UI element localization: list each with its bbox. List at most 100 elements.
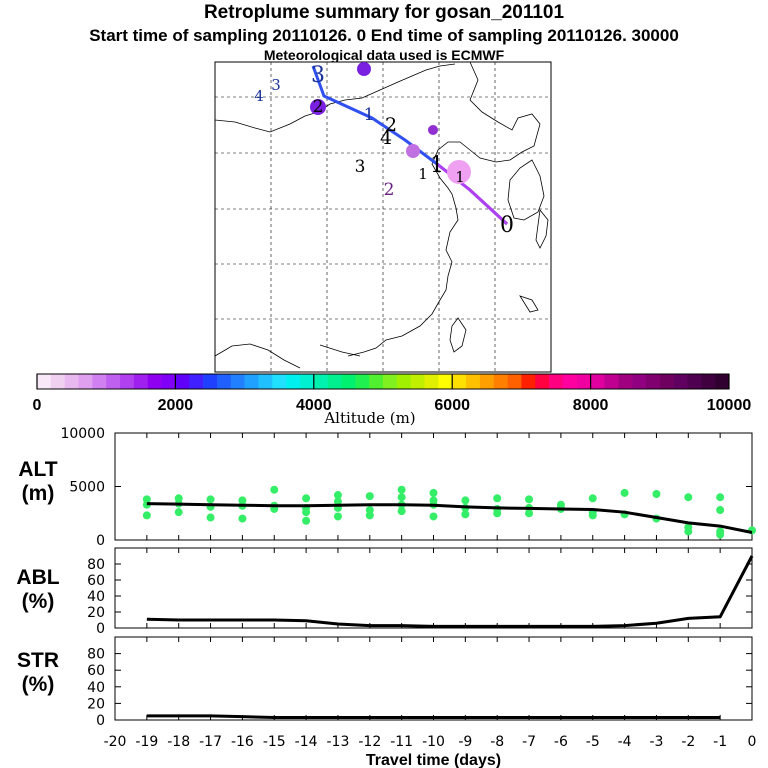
- colorbar-cell: [106, 374, 121, 389]
- colorbar-cell: [133, 374, 149, 389]
- x-tick-label: -14: [295, 734, 318, 750]
- colorbar-cell: [92, 374, 107, 389]
- altitude-point: [270, 485, 279, 494]
- colorbar-cell: [175, 374, 190, 389]
- x-tick-label: -6: [554, 734, 568, 750]
- colorbar-cell: [479, 374, 495, 389]
- chart-title: Retroplume summary for gosan_201101: [203, 2, 565, 23]
- y-tick-label: 5000: [69, 480, 105, 496]
- altitude-point: [525, 495, 534, 504]
- y-tick-label: 10000: [60, 426, 105, 442]
- x-tick-label: -15: [263, 734, 286, 750]
- colorbar-tick-label: 8000: [573, 397, 609, 414]
- altitude-point: [652, 489, 661, 498]
- panel-frame: [114, 636, 753, 721]
- colorbar-cell: [549, 374, 564, 389]
- colorbar-cell: [64, 374, 79, 389]
- colorbar-cell: [410, 374, 425, 389]
- colorbar-cell: [147, 374, 162, 389]
- altitude-point: [238, 514, 247, 523]
- x-tick-label: 0: [748, 734, 757, 750]
- colorbar-cell: [78, 374, 93, 389]
- altitude-point: [302, 516, 311, 525]
- colorbar-tick-label: 10000: [707, 397, 752, 414]
- x-tick-label: -11: [390, 734, 413, 750]
- x-tick-label: -8: [490, 734, 504, 750]
- altitude-point: [461, 510, 470, 519]
- colorbar-cell: [604, 374, 619, 389]
- map-day-label: 3: [271, 76, 281, 94]
- colorbar-cell: [286, 374, 301, 389]
- map-day-label: 2: [384, 180, 395, 200]
- x-tick-label: -20: [104, 734, 127, 750]
- altitude-point: [684, 527, 693, 536]
- altitude-point: [397, 485, 406, 494]
- x-tick-label: -9: [458, 734, 472, 750]
- map-day-label: 1: [430, 153, 444, 178]
- altitude-point: [302, 494, 311, 503]
- colorbar-cell: [244, 374, 259, 389]
- altitude-point: [461, 496, 470, 505]
- mean-altitude-line: [146, 502, 753, 534]
- map-day-label: 3: [311, 63, 325, 88]
- altitude-point: [397, 493, 406, 502]
- altitude-point: [429, 512, 438, 521]
- meteorological-data-subtitle: Meteorological data used is ECMWF: [263, 47, 505, 63]
- str-panel-label: STR: [17, 649, 59, 672]
- x-tick-label: -5: [586, 734, 600, 750]
- panel-frame: [114, 432, 753, 541]
- abl-panel-label: ABL: [16, 566, 59, 589]
- altitude-point: [588, 511, 597, 520]
- colorbar-cell: [50, 374, 65, 389]
- altitude-point: [397, 507, 406, 516]
- y-tick-label: 80: [87, 647, 105, 663]
- x-tick-label: -1: [713, 734, 727, 750]
- colorbar-cell: [272, 374, 287, 389]
- x-tick-label: -10: [422, 734, 445, 750]
- altitude-point: [174, 508, 183, 517]
- colorbar-cell: [396, 374, 411, 389]
- y-tick-label: 80: [87, 557, 105, 573]
- map-day-label: 1: [455, 168, 465, 186]
- altitude-point: [333, 512, 342, 521]
- colorbar-tick-label: 4000: [296, 397, 332, 414]
- colorbar-cell: [715, 374, 730, 389]
- colorbar-cell: [161, 374, 176, 389]
- y-tick-label: 0: [96, 533, 105, 549]
- altitude-point: [302, 508, 311, 517]
- altitude-point: [620, 488, 629, 497]
- colorbar-cell: [659, 374, 674, 389]
- colorbar-cell: [369, 374, 384, 389]
- map-gridlines: [215, 62, 551, 372]
- colorbar-cell: [576, 374, 591, 389]
- colorbar-cell: [521, 374, 536, 389]
- x-tick-label: -12: [358, 734, 381, 750]
- y-tick-label: 40: [87, 589, 105, 605]
- colorbar-cell: [383, 374, 398, 389]
- altitude-point: [333, 491, 342, 500]
- altitude-point: [525, 509, 534, 518]
- altitude-point: [716, 506, 725, 515]
- x-tick-label: -16: [231, 734, 254, 750]
- x-tick-label: -18: [167, 734, 190, 750]
- map-day-label: 3: [355, 157, 366, 177]
- map-day-label: 2: [313, 97, 324, 117]
- alt-panel-label: ALT: [18, 458, 57, 481]
- y-tick-label: 60: [87, 663, 105, 679]
- y-tick-label: 60: [87, 573, 105, 589]
- colorbar-cell: [355, 374, 370, 389]
- colorbar-cell: [687, 374, 702, 389]
- colorbar-cell: [230, 374, 245, 389]
- y-tick-label: 0: [96, 621, 105, 637]
- map-day-label: 0: [500, 213, 514, 238]
- colorbar-cell: [590, 374, 605, 389]
- colorbar-cell: [216, 374, 232, 389]
- colorbar-cell: [701, 374, 716, 389]
- altitude-point: [206, 495, 215, 504]
- map-marker: [357, 62, 371, 76]
- colorbar-cell: [37, 374, 52, 389]
